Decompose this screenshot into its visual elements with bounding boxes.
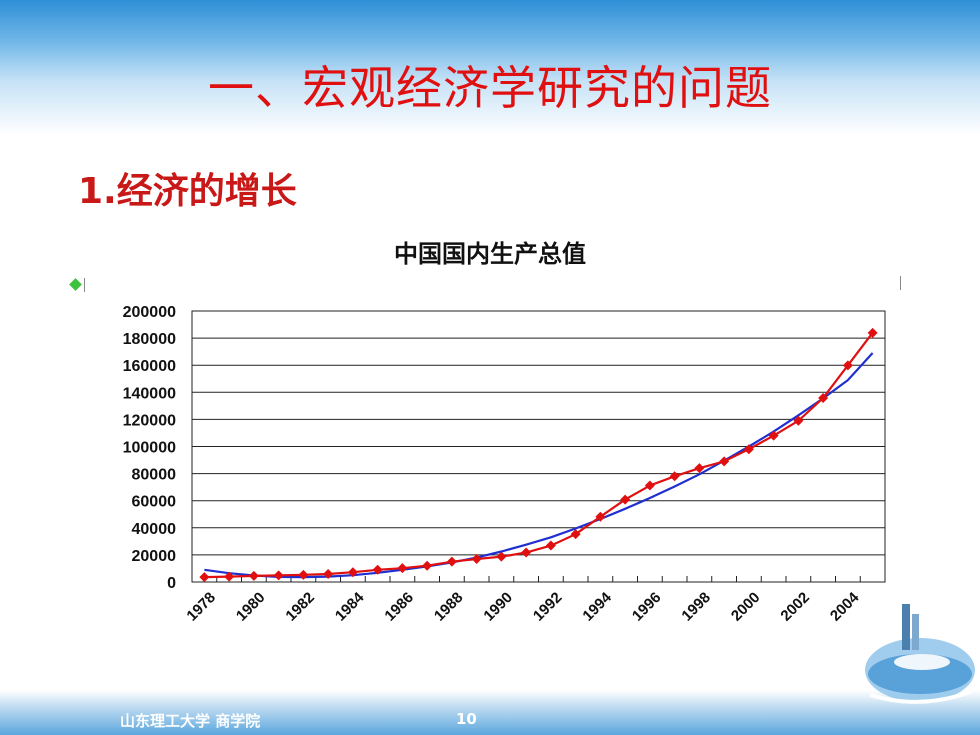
- gdp-data-point: [273, 570, 284, 581]
- x-tick-label: 1980: [233, 589, 269, 625]
- x-tick-label: 1984: [332, 589, 368, 625]
- gdp-data-point: [323, 569, 334, 580]
- gdp-data-point: [446, 556, 457, 567]
- gdp-data-point: [372, 564, 383, 575]
- y-tick-label: 140000: [123, 385, 176, 402]
- x-tick-label: 1998: [678, 589, 714, 625]
- x-tick-label: 2002: [777, 589, 813, 625]
- x-tick-label: 1982: [282, 589, 318, 625]
- gdp-data-point: [248, 570, 259, 581]
- legend-divider: [84, 278, 85, 292]
- gdp-data-point: [471, 553, 482, 564]
- footer-background-band: [0, 690, 980, 735]
- y-tick-label: 60000: [132, 494, 177, 511]
- gdp-data-point: [818, 392, 829, 403]
- gdp-data-point: [570, 529, 581, 540]
- gdp-series-line: [204, 332, 874, 579]
- gdp-data-point: [496, 551, 507, 562]
- x-tick-label: 1994: [579, 589, 615, 625]
- x-tick-label: 1996: [629, 589, 665, 625]
- gdp-data-point: [669, 471, 680, 482]
- footer-page-number: 10: [456, 710, 477, 728]
- chart-series: [199, 327, 878, 583]
- gdp-data-point: [793, 415, 804, 426]
- legend-divider-right: [900, 276, 901, 290]
- gdp-line-chart: 0 20000 40000 60000 80000 100000 120000 140000 1…: [123, 304, 886, 625]
- y-tick-label: 80000: [132, 467, 177, 484]
- title-background-band: [0, 0, 980, 135]
- y-tick-label: 180000: [123, 331, 176, 348]
- gdp-data-point: [644, 480, 655, 491]
- gdp-data-point: [694, 463, 705, 474]
- x-tick-label: 1986: [381, 589, 417, 625]
- gdp-data-point: [224, 571, 235, 582]
- y-axis-ticks: 0 20000 40000 60000 80000 100000 120000 140000 1…: [123, 304, 176, 592]
- y-tick-label: 120000: [123, 412, 176, 429]
- gdp-data-point: [595, 511, 606, 522]
- y-tick-label: 0: [167, 575, 176, 592]
- slide-title: 一、宏观经济学研究的问题: [208, 61, 772, 115]
- gdp-data-point: [768, 430, 779, 441]
- x-tick-label: 1990: [480, 589, 516, 625]
- y-tick-label: 160000: [123, 358, 176, 375]
- gdp-data-point: [743, 444, 754, 455]
- x-tick-label: 1988: [431, 589, 467, 625]
- gdp-data-point: [347, 567, 358, 578]
- gdp-data-point: [397, 563, 408, 574]
- x-tick-label: 1992: [530, 589, 566, 625]
- y-tick-label: 200000: [123, 304, 176, 321]
- y-tick-label: 40000: [132, 521, 177, 538]
- gdp-data-point: [521, 547, 532, 558]
- section-subheading: 1.经济的增长: [78, 171, 297, 212]
- y-tick-label: 20000: [132, 548, 177, 565]
- globe-decoration-icon: [865, 604, 975, 704]
- gdp-data-point: [719, 456, 730, 467]
- gdp-data-point: [620, 494, 631, 505]
- gdp-data-point: [842, 360, 853, 371]
- x-tick-label: 1978: [183, 589, 219, 625]
- chart-title: 中国国内生产总值: [394, 239, 586, 268]
- gdp-data-point: [298, 569, 309, 580]
- gdp-data-point: [199, 572, 210, 583]
- gdp-data-point: [867, 327, 878, 338]
- footer-school-name: 山东理工大学 商学院: [120, 712, 261, 730]
- trend-line: [204, 352, 874, 579]
- x-axis-ticks: 1978 1980 1982 1984 1986 1988 1990 1992 1994 1996…: [183, 576, 886, 625]
- y-tick-label: 100000: [123, 440, 176, 457]
- x-tick-label: 2000: [728, 589, 764, 625]
- gdp-data-point: [422, 560, 433, 571]
- gdp-data-point: [545, 540, 556, 551]
